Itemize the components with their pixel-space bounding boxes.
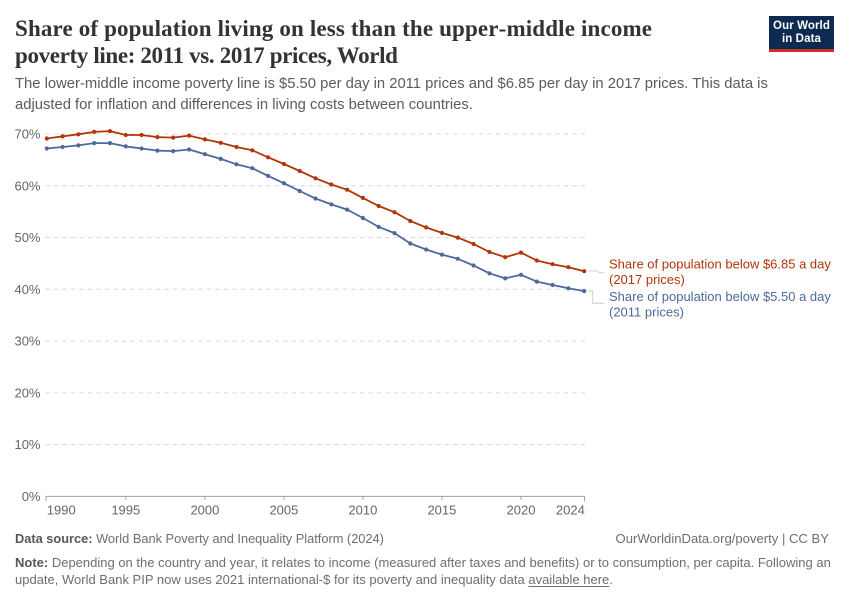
svg-text:2024: 2024 xyxy=(556,502,585,517)
svg-text:(2017 prices): (2017 prices) xyxy=(609,272,685,287)
svg-text:(2011 prices): (2011 prices) xyxy=(609,304,684,319)
svg-text:2010: 2010 xyxy=(348,502,377,517)
svg-text:Share of population below $5.5: Share of population below $5.50 a day xyxy=(609,289,831,304)
svg-text:30%: 30% xyxy=(14,334,40,349)
svg-text:Share of population below $6.8: Share of population below $6.85 a day xyxy=(609,256,831,271)
svg-text:70%: 70% xyxy=(14,127,40,142)
svg-text:1995: 1995 xyxy=(111,502,140,517)
svg-text:50%: 50% xyxy=(14,230,40,245)
svg-text:2000: 2000 xyxy=(190,502,219,517)
svg-text:2005: 2005 xyxy=(269,502,298,517)
svg-text:2015: 2015 xyxy=(427,502,456,517)
svg-text:20%: 20% xyxy=(14,386,40,401)
svg-text:10%: 10% xyxy=(14,437,40,452)
svg-text:0%: 0% xyxy=(22,489,41,504)
svg-text:40%: 40% xyxy=(14,282,40,297)
svg-text:60%: 60% xyxy=(14,178,40,193)
svg-text:2020: 2020 xyxy=(507,502,536,517)
svg-text:1990: 1990 xyxy=(47,502,76,517)
